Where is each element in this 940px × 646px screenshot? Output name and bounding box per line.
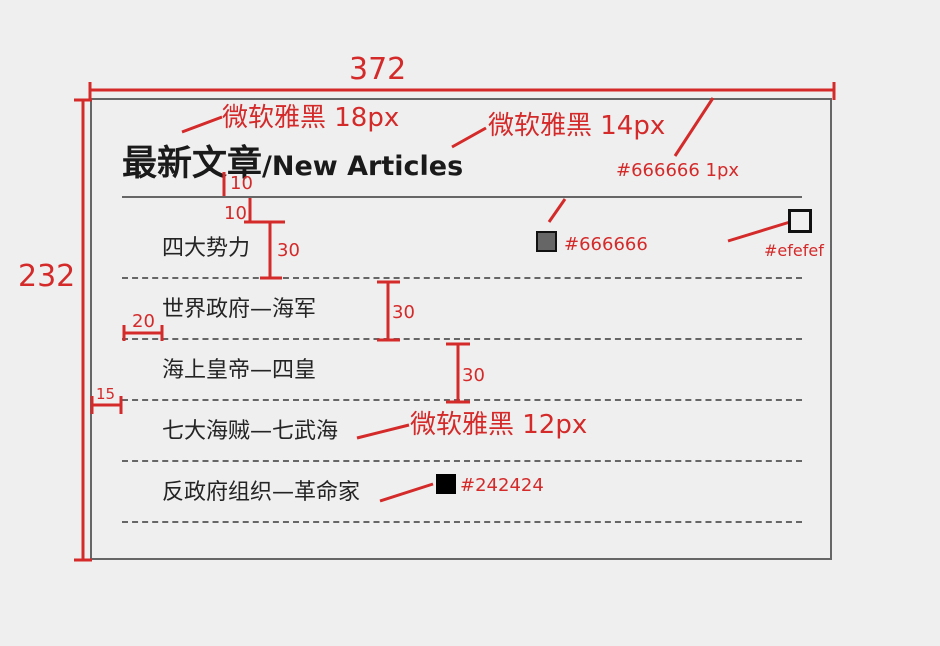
list-item[interactable]: 四大势力 <box>122 218 802 279</box>
title-en-font-note: 微软雅黑 14px <box>488 111 666 141</box>
text-color-label: #242424 <box>460 475 544 496</box>
gray-swatch-label: #666666 <box>564 234 648 255</box>
title-divider <box>122 196 802 198</box>
title-chinese: 最新文章 <box>122 144 263 184</box>
page-title: 最新文章/New Articles <box>122 135 463 186</box>
en-font-leader <box>451 126 487 149</box>
indent-box-label: 15 <box>96 385 116 403</box>
list-font-leader <box>356 423 410 440</box>
list-font-note: 微软雅黑 12px <box>410 410 588 440</box>
list-item[interactable]: 反政府组织—革命家 <box>122 462 802 523</box>
bg-swatch-label: #efefef <box>764 241 824 260</box>
background-color-swatch <box>788 209 812 233</box>
indent-text-label: 20 <box>132 311 155 332</box>
list-item[interactable]: 世界政府—海军 <box>122 279 802 340</box>
text-color-swatch <box>436 474 456 494</box>
gray-color-swatch <box>536 231 557 252</box>
row3-height-label: 30 <box>462 365 485 386</box>
height-label: 232 <box>18 259 76 294</box>
width-label: 372 <box>349 52 407 87</box>
gap-rule-label: 10 <box>224 203 247 224</box>
article-list: 四大势力 世界政府—海军 海上皇帝—四皇 七大海贼—七武海 反政府组织—革命家 <box>122 218 802 523</box>
gray-swatch-leader <box>547 198 567 223</box>
article-panel <box>90 98 832 560</box>
border-spec-note: #666666 1px <box>616 160 740 181</box>
bg-swatch-leader <box>727 220 791 243</box>
text-color-leader <box>379 482 434 503</box>
title-cn-font-note: 微软雅黑 18px <box>222 103 400 133</box>
title-english: /New Articles <box>262 151 464 182</box>
gap-title-label: 10 <box>230 173 253 194</box>
row2-height-label: 30 <box>392 302 415 323</box>
title-font-leader <box>181 115 223 134</box>
border-spec-leader <box>673 97 715 157</box>
row1-height-label: 30 <box>277 240 300 261</box>
list-item[interactable]: 七大海贼—七武海 <box>122 401 802 462</box>
list-item[interactable]: 海上皇帝—四皇 <box>122 340 802 401</box>
